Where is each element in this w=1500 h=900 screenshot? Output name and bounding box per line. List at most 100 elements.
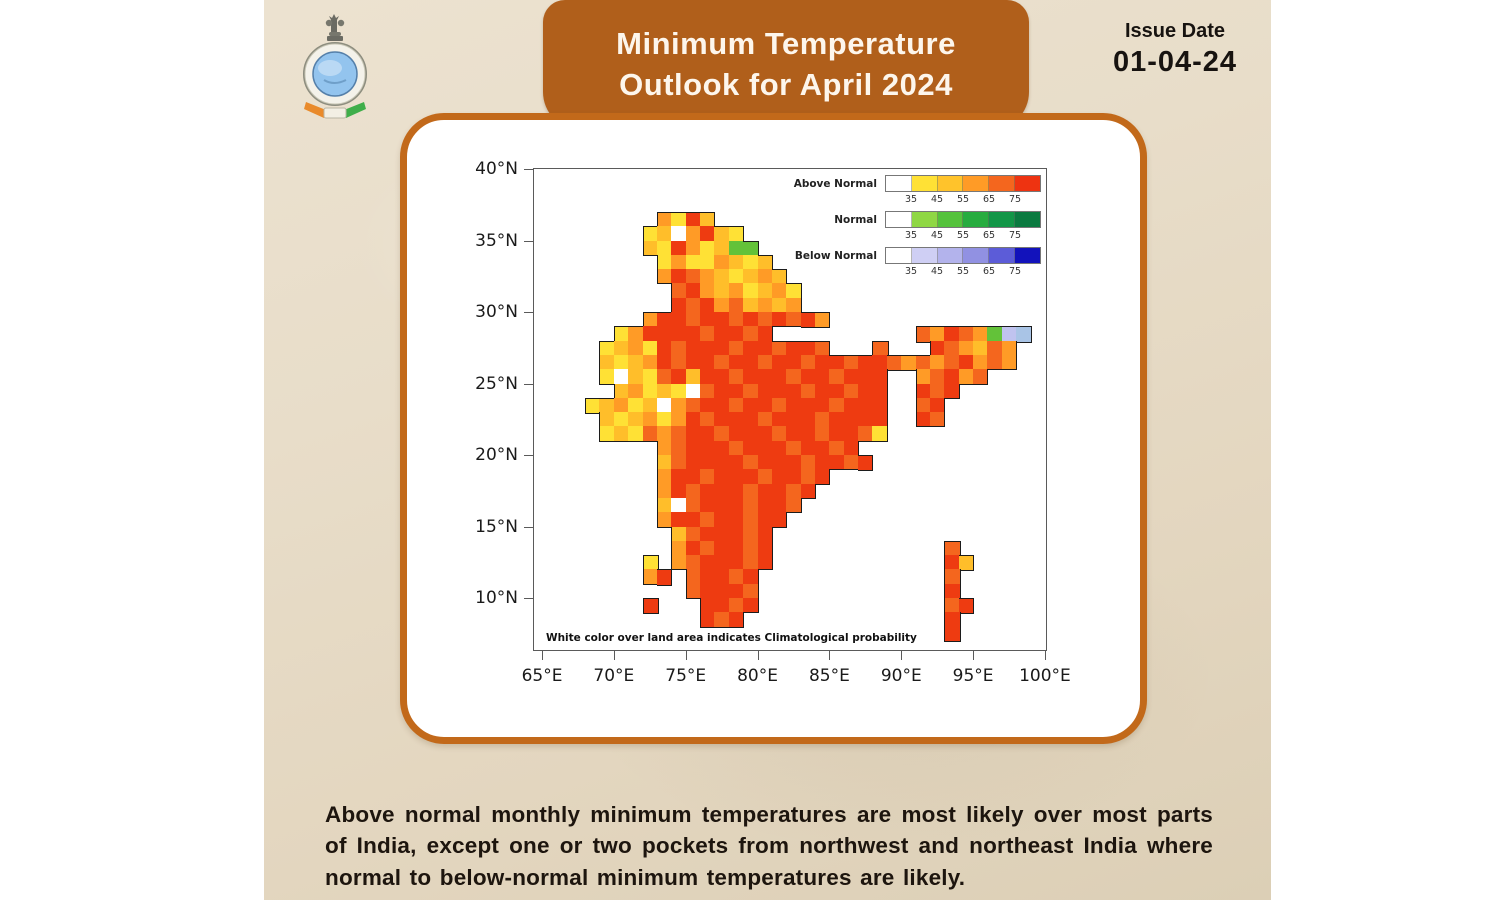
grid-cell xyxy=(671,440,686,456)
grid-cell xyxy=(958,369,974,385)
grid-cell xyxy=(613,340,629,355)
grid-cell xyxy=(743,340,758,355)
grid-cell xyxy=(843,397,859,413)
grid-cell xyxy=(786,383,801,398)
grid-cell xyxy=(685,540,701,556)
grid-cell xyxy=(671,555,687,571)
grid-cell xyxy=(642,569,658,585)
legend-tick-value: 75 xyxy=(1008,194,1022,205)
legend-tick-value: 65 xyxy=(982,194,996,205)
grid-cell xyxy=(743,369,758,384)
grid-cell xyxy=(700,340,715,355)
grid-cell xyxy=(714,469,729,484)
grid-cell xyxy=(743,555,758,570)
grid-cell xyxy=(700,240,715,255)
grid-cell xyxy=(656,312,672,328)
grid-cell xyxy=(743,569,759,584)
grid-cell xyxy=(685,297,701,313)
grid-cell xyxy=(628,340,643,355)
grid-cell xyxy=(743,297,758,313)
grid-cell xyxy=(814,383,830,398)
y-tick xyxy=(524,169,533,170)
grid-cell xyxy=(728,612,745,628)
grid-cell xyxy=(685,412,701,427)
grid-cell xyxy=(714,555,729,570)
grid-cell xyxy=(743,526,758,541)
grid-cell xyxy=(656,383,672,398)
grid-cell xyxy=(628,369,643,384)
grid-cell xyxy=(757,312,772,327)
grid-cell xyxy=(872,397,888,413)
y-tick-label: 20°N xyxy=(475,445,518,465)
grid-cell xyxy=(685,211,701,228)
grid-cell xyxy=(728,526,744,541)
grid-cell xyxy=(714,412,729,427)
grid-cell xyxy=(700,269,715,284)
grid-cell xyxy=(700,369,715,384)
grid-cell xyxy=(671,526,687,541)
grid-cell xyxy=(700,469,715,484)
grid-cell xyxy=(771,483,787,498)
grid-cell xyxy=(714,497,729,513)
grid-cell xyxy=(800,340,815,356)
grid-cell xyxy=(700,226,715,241)
grid-cell xyxy=(829,455,844,471)
grid-cell xyxy=(671,483,686,498)
grid-cell xyxy=(728,340,744,355)
grid-cell xyxy=(728,440,744,456)
grid-cell xyxy=(700,283,715,298)
grid-cell xyxy=(786,283,802,299)
grid-cell xyxy=(700,426,715,441)
grid-cell xyxy=(728,569,744,584)
grid-cell xyxy=(743,326,758,341)
grid-cell xyxy=(700,540,715,556)
grid-cell xyxy=(843,383,859,398)
grid-cell xyxy=(872,369,888,384)
grid-cell xyxy=(599,397,614,414)
legend-color-bar xyxy=(885,247,1041,264)
grid-cell xyxy=(714,612,729,628)
legend-tick-value: 65 xyxy=(982,230,996,241)
grid-cell xyxy=(987,326,1002,342)
grid-cell xyxy=(628,412,643,427)
grid-cell xyxy=(613,354,629,370)
grid-cell xyxy=(829,354,844,371)
grid-cell xyxy=(858,369,873,384)
legend-swatch xyxy=(911,176,938,191)
grid-cell xyxy=(843,369,859,384)
legend-row: Below Normal 35 45 55 65 75 xyxy=(789,247,1041,281)
grid-cell xyxy=(757,397,772,413)
grid-cell xyxy=(814,369,830,384)
grid-cell xyxy=(800,312,815,329)
grid-cell xyxy=(728,412,744,427)
grid-cell xyxy=(714,297,729,313)
legend-swatch xyxy=(911,212,938,227)
grid-cell xyxy=(671,455,686,470)
grid-cell xyxy=(786,297,802,313)
grid-cell xyxy=(973,369,989,385)
grid-cell xyxy=(714,583,729,599)
grid-cell xyxy=(728,354,744,370)
grid-cell xyxy=(958,326,974,342)
grid-cell xyxy=(656,354,672,370)
grid-cell xyxy=(786,483,801,498)
x-tick-label: 95°E xyxy=(952,666,994,686)
grid-cell xyxy=(599,340,615,356)
grid-cell xyxy=(987,340,1002,355)
grid-cell xyxy=(757,540,773,556)
grid-cell xyxy=(743,583,759,599)
x-tick xyxy=(901,651,903,660)
legend-swatch xyxy=(886,248,912,263)
grid-cell xyxy=(915,412,931,428)
grid-cell xyxy=(700,412,715,427)
grid-cell xyxy=(858,383,873,398)
grid-cell xyxy=(743,269,758,284)
grid-cell xyxy=(872,340,889,356)
grid-cell xyxy=(757,440,772,456)
grid-cell xyxy=(656,440,673,456)
grid-cell xyxy=(685,469,701,484)
grid-cell xyxy=(743,598,759,614)
grid-cell xyxy=(771,397,787,413)
grid-cell xyxy=(757,512,772,527)
grid-cell xyxy=(800,426,815,441)
